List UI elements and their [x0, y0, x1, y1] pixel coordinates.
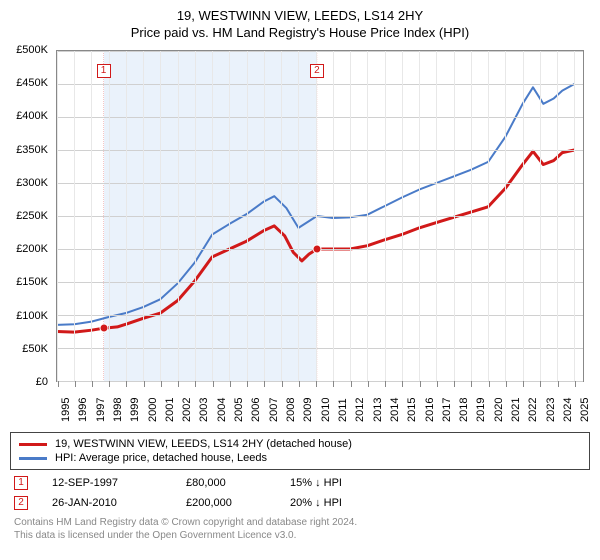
footer-line2: This data is licensed under the Open Gov… [14, 529, 590, 542]
y-tick-label: £100K [16, 310, 48, 322]
gridline-horizontal [57, 117, 583, 118]
y-tick-label: £400K [16, 110, 48, 122]
chart-title-line1: 19, WESTWINN VIEW, LEEDS, LS14 2HY [8, 8, 592, 23]
gridline-horizontal [57, 216, 583, 217]
y-tick-label: £200K [16, 243, 48, 255]
gridline-horizontal [57, 282, 583, 283]
sale-price: £80,000 [186, 477, 266, 489]
gridline-vertical [229, 51, 230, 381]
gridline-horizontal [57, 84, 583, 85]
gridline-vertical [540, 51, 541, 381]
gridline-vertical [264, 51, 265, 381]
gridline-vertical [109, 51, 110, 381]
legend-label: HPI: Average price, detached house, Leed… [55, 452, 267, 464]
sale-price: £200,000 [186, 497, 266, 509]
gridline-vertical [178, 51, 179, 381]
gridline-vertical [212, 51, 213, 381]
legend-row: 19, WESTWINN VIEW, LEEDS, LS14 2HY (deta… [19, 437, 581, 451]
legend-row: HPI: Average price, detached house, Leed… [19, 451, 581, 465]
y-tick-label: £450K [16, 77, 48, 89]
sale-row: 2 26-JAN-2010 £200,000 20% ↓ HPI [10, 496, 590, 510]
sale-marker-dot [99, 324, 108, 333]
gridline-vertical [143, 51, 144, 381]
gridline-vertical [316, 51, 317, 381]
x-axis-labels: 1995199619971998199920002001200220032004… [56, 386, 584, 426]
sale-date: 26-JAN-2010 [52, 497, 162, 509]
footer-line1: Contains HM Land Registry data © Crown c… [14, 516, 590, 529]
legend-swatch [19, 457, 47, 460]
chart-title-line2: Price paid vs. HM Land Registry's House … [8, 25, 592, 40]
gridline-vertical [247, 51, 248, 381]
y-tick-label: £300K [16, 177, 48, 189]
gridline-vertical [367, 51, 368, 381]
y-tick-label: £250K [16, 210, 48, 222]
sale-id-badge: 2 [14, 496, 28, 510]
gridline-vertical [298, 51, 299, 381]
legend-block: 19, WESTWINN VIEW, LEEDS, LS14 2HY (deta… [10, 432, 590, 542]
gridline-vertical [333, 51, 334, 381]
sale-delta: 15% ↓ HPI [290, 477, 342, 489]
gridline-vertical [281, 51, 282, 381]
gridline-vertical [419, 51, 420, 381]
y-tick-label: £350K [16, 144, 48, 156]
gridline-horizontal [57, 150, 583, 151]
gridline-horizontal [57, 381, 583, 382]
sale-marker-dot [312, 245, 321, 254]
legend-swatch [19, 443, 47, 446]
sales-list: 1 12-SEP-1997 £80,000 15% ↓ HPI 2 26-JAN-2010… [10, 476, 590, 510]
y-tick-label: £150K [16, 276, 48, 288]
chart-area: £0 £50K £100K £150K £200K £250K £300K £350K £400… [8, 46, 592, 426]
gridline-vertical [195, 51, 196, 381]
gridline-horizontal [57, 183, 583, 184]
gridline-vertical [557, 51, 558, 381]
gridline-vertical [402, 51, 403, 381]
y-axis-labels: £0£50K£100K£150K£200K£250K£300K£350K£400… [8, 50, 52, 382]
sale-id-badge: 1 [14, 476, 28, 490]
y-tick-label: £500K [16, 44, 48, 56]
gridline-vertical [488, 51, 489, 381]
sale-marker-flag: 1 [97, 64, 111, 78]
gridline-horizontal [57, 315, 583, 316]
gridline-vertical [350, 51, 351, 381]
sale-date: 12-SEP-1997 [52, 477, 162, 489]
gridline-vertical [57, 51, 58, 381]
gridline-horizontal [57, 51, 583, 52]
gridline-horizontal [57, 348, 583, 349]
sale-row: 1 12-SEP-1997 £80,000 15% ↓ HPI [10, 476, 590, 490]
gridline-vertical [126, 51, 127, 381]
legend-box: 19, WESTWINN VIEW, LEEDS, LS14 2HY (deta… [10, 432, 590, 470]
gridline-vertical [91, 51, 92, 381]
y-tick-label: £50K [22, 343, 48, 355]
sale-marker-flag: 2 [310, 64, 324, 78]
gridline-vertical [523, 51, 524, 381]
gridline-vertical [574, 51, 575, 381]
gridline-vertical [74, 51, 75, 381]
legend-label: 19, WESTWINN VIEW, LEEDS, LS14 2HY (deta… [55, 438, 352, 450]
gridline-vertical [471, 51, 472, 381]
plot-region: 12 [56, 50, 584, 382]
y-tick-label: £0 [36, 376, 48, 388]
gridline-vertical [505, 51, 506, 381]
gridline-vertical [436, 51, 437, 381]
footer-attribution: Contains HM Land Registry data © Crown c… [10, 516, 590, 542]
gridline-vertical [160, 51, 161, 381]
sale-delta: 20% ↓ HPI [290, 497, 342, 509]
gridline-vertical [385, 51, 386, 381]
gridline-vertical [454, 51, 455, 381]
